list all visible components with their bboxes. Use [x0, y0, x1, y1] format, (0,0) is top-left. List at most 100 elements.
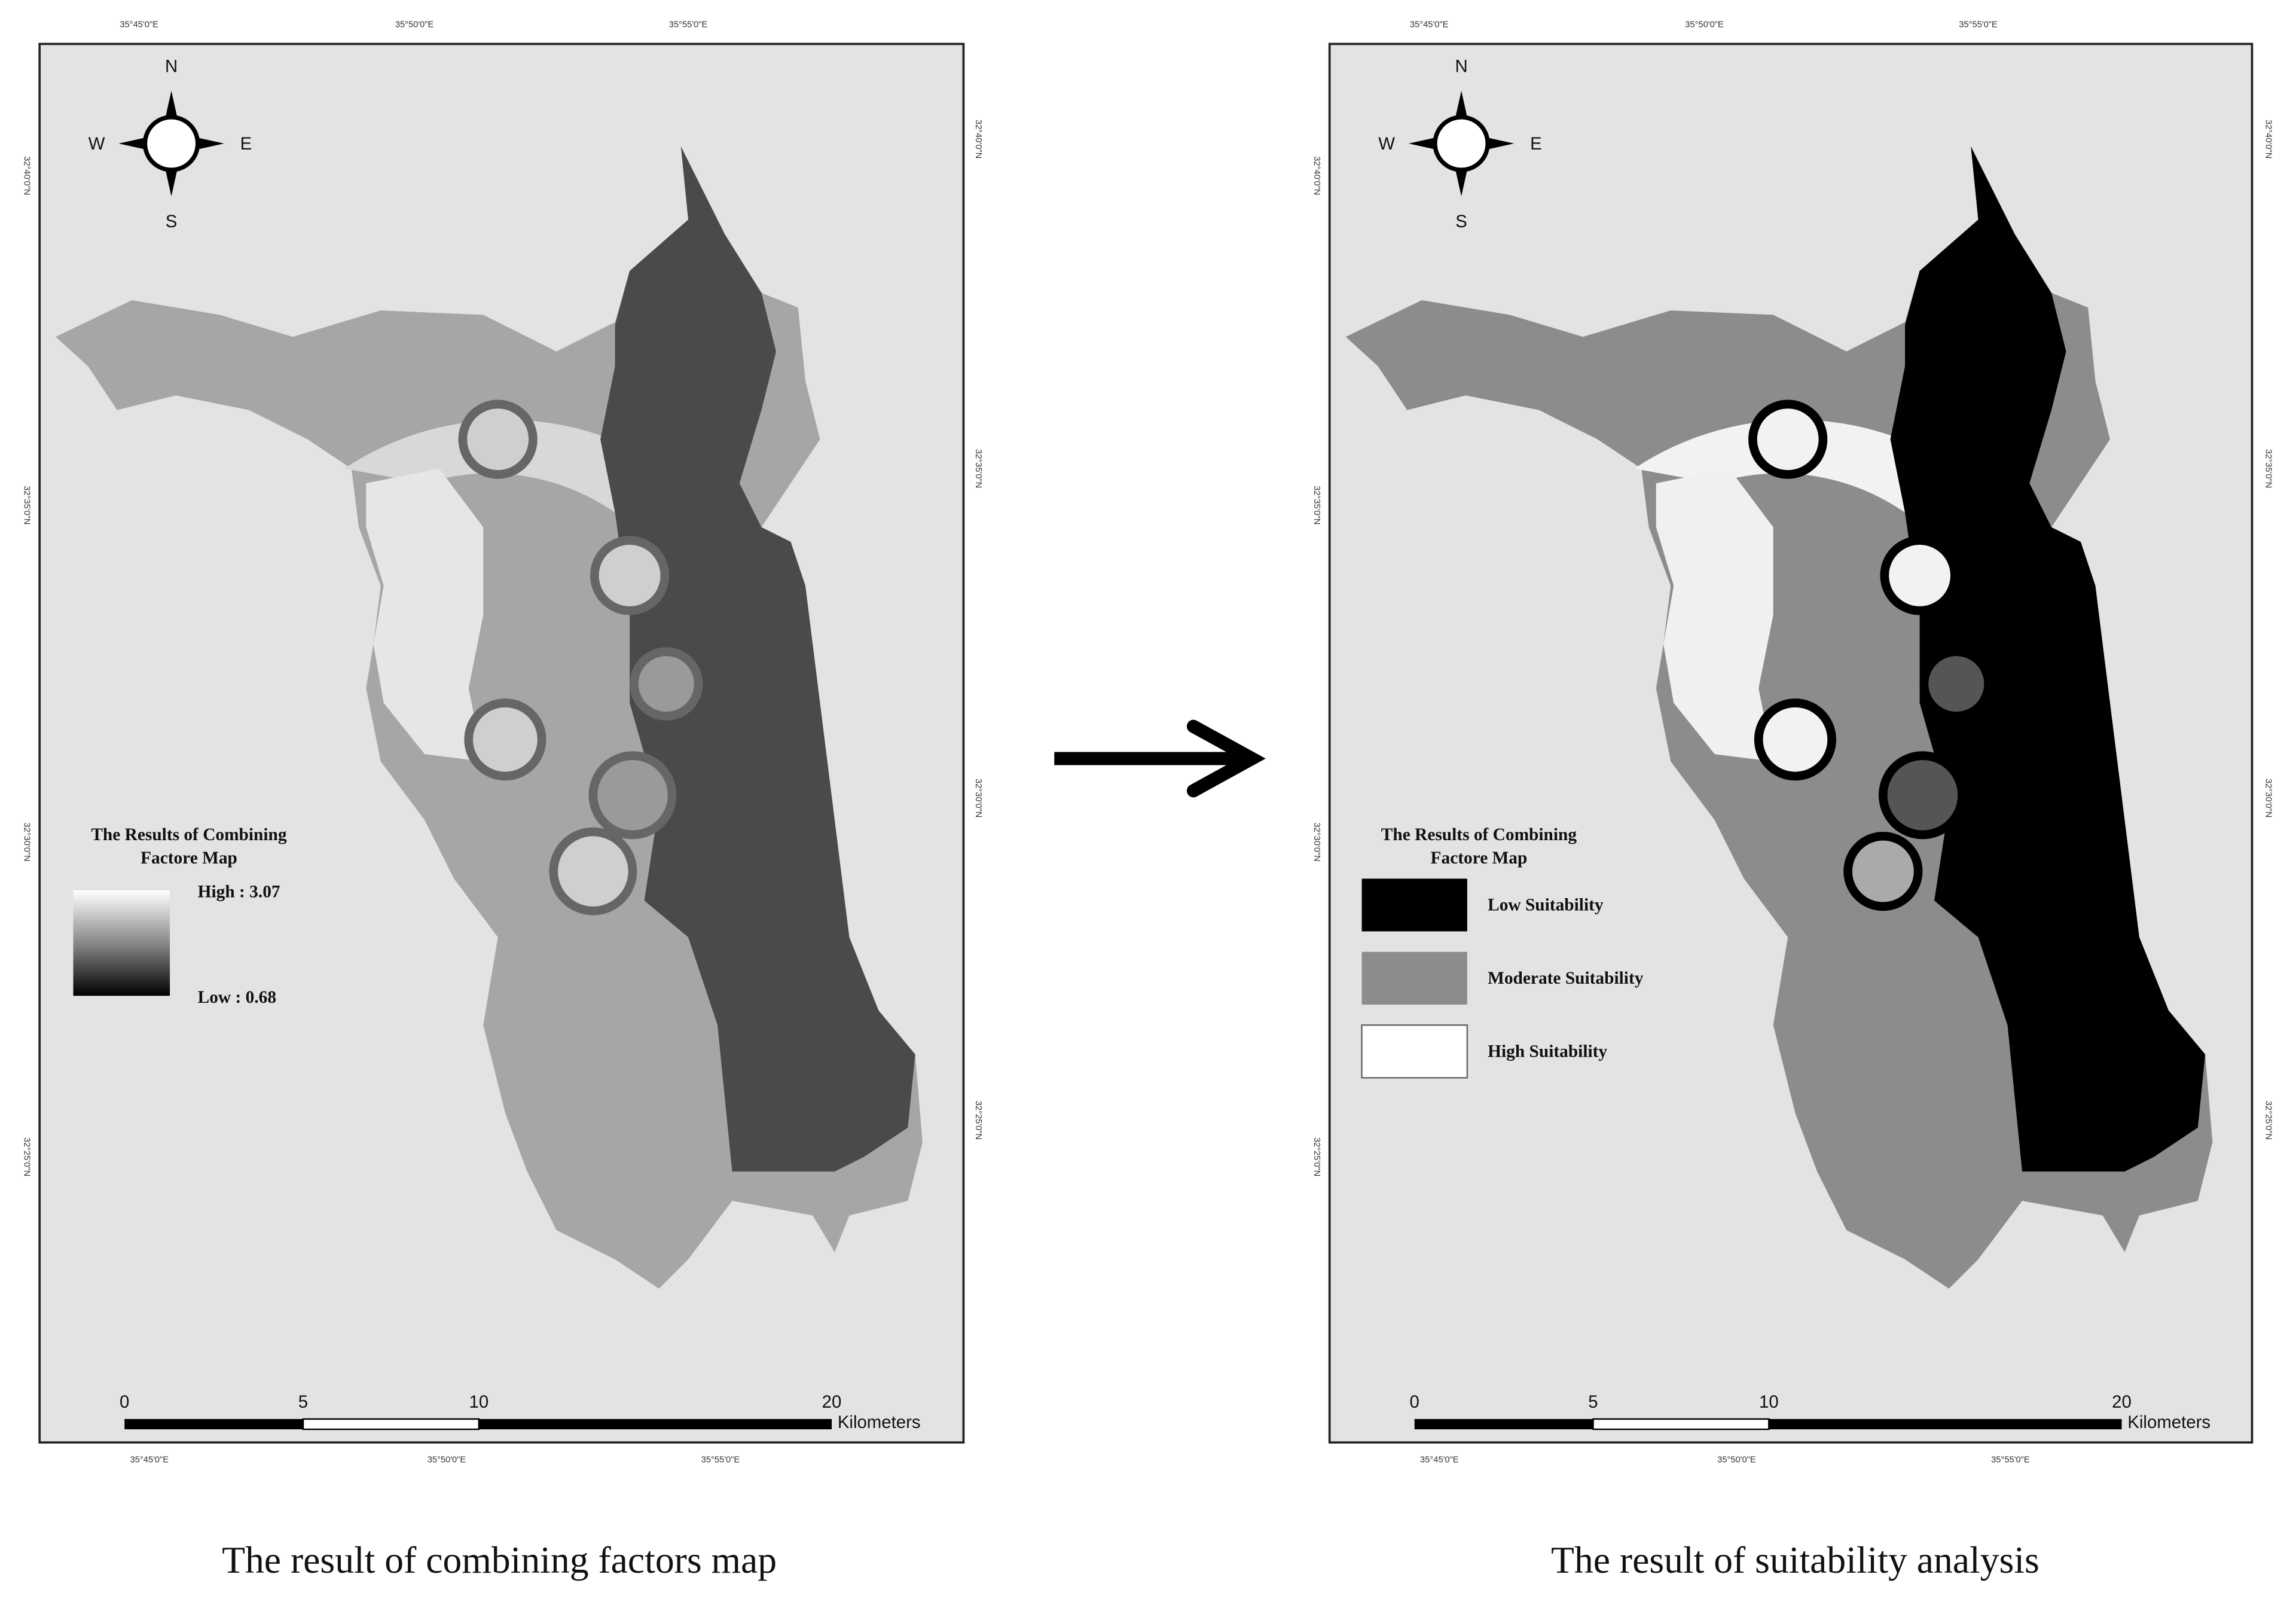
compass-label: E [240, 134, 252, 154]
legend-label: High Suitability [1488, 1042, 1607, 1061]
graticule-label: 32°40'0"N [22, 156, 31, 195]
scale-segment [302, 1418, 480, 1430]
graticule-label: 32°40'0"N [2264, 120, 2273, 158]
compass-label: S [1455, 212, 1467, 231]
map-right [1328, 42, 2254, 1444]
scale-label: 20 [822, 1392, 842, 1412]
buffer [1843, 831, 1923, 911]
buffers [458, 399, 703, 916]
legend-swatch [1361, 1024, 1468, 1079]
legend-title: Factore Map [1431, 849, 1528, 868]
arrow-head [1186, 719, 1266, 798]
graticule-label: 32°30'0"N [2264, 779, 2273, 817]
caption: The result of combining factors map [222, 1539, 777, 1581]
scale-segment [478, 1418, 832, 1430]
scale-label: 0 [1410, 1392, 1419, 1412]
legend-label: Low : 0.68 [198, 988, 276, 1007]
legend-title: Factore Map [141, 849, 237, 868]
graticule-label: 32°25'0"N [22, 1137, 31, 1176]
graticule-label: 32°35'0"N [22, 486, 31, 524]
compass-label: N [165, 56, 178, 76]
legend-label: Moderate Suitability [1488, 969, 1644, 988]
compass-point [1455, 90, 1467, 117]
scale-segment [124, 1418, 303, 1430]
legend-ramp [73, 890, 170, 996]
buffer [1754, 698, 1836, 781]
buffer [464, 698, 546, 781]
buffer [1880, 536, 1959, 615]
graticule-label: 32°35'0"N [973, 449, 983, 488]
compass-point [197, 138, 224, 149]
compass-point [1408, 138, 1435, 149]
compass-label: S [166, 212, 178, 231]
north-arrow: N S W E [1378, 56, 1541, 231]
graticule-label: 35°55'0"E [1991, 1455, 2030, 1464]
legend-swatch [1361, 878, 1467, 932]
graticule-label: 35°50'0"E [428, 1455, 466, 1464]
panel-annotations: 35°45'0"E 35°50'0"E 35°55'0"E 35°45'0"E 35°5… [22, 20, 983, 1582]
graticule-label: 32°40'0"N [973, 120, 983, 158]
legend-title: The Results of Combining [91, 825, 287, 844]
graticule-label: 35°50'0"E [1717, 1455, 1756, 1464]
buffer [630, 647, 703, 721]
graticule-label: 32°30'0"N [1312, 822, 1321, 861]
graticule-label: 35°45'0"E [130, 1455, 169, 1464]
graticule-label: 32°35'0"N [1312, 486, 1321, 524]
buffer [1879, 751, 1967, 840]
scale-label: 10 [469, 1392, 489, 1412]
graticule-label: 32°25'0"N [1312, 1137, 1321, 1176]
graticule-label: 35°45'0"E [120, 20, 158, 30]
scale-segment [1592, 1418, 1770, 1430]
graticule-label: 35°55'0"E [1959, 20, 1998, 30]
buffers [1748, 399, 1993, 911]
graticule-label: 32°35'0"N [2264, 449, 2273, 488]
compass-label: N [1455, 56, 1467, 76]
graticule-label: 32°30'0"N [973, 779, 983, 817]
scale-label: 5 [1588, 1392, 1598, 1412]
scale-label: 20 [2112, 1392, 2132, 1412]
scale-label: 0 [120, 1392, 129, 1412]
buffer [1919, 647, 1993, 721]
graticule-label: 35°55'0"E [701, 1455, 740, 1464]
compass-point [118, 138, 145, 149]
scale-unit: Kilometers [2127, 1412, 2210, 1432]
scale-label: 10 [1759, 1392, 1779, 1412]
scale-unit: Kilometers [838, 1412, 921, 1432]
compass-ring [1433, 115, 1490, 172]
graticule-label: 32°25'0"N [2264, 1101, 2273, 1140]
legend-label: Low Suitability [1488, 896, 1604, 915]
scale-segment [1414, 1418, 1593, 1430]
panel-annotations: 35°45'0"E 35°50'0"E 35°55'0"E 35°45'0"E 35°5… [1312, 20, 2273, 1582]
graticule-label: 32°40'0"N [1312, 156, 1321, 195]
graticule-label: 32°30'0"N [22, 822, 31, 861]
buffer [549, 827, 637, 916]
compass-label: E [1530, 134, 1542, 154]
legend-swatch [1361, 951, 1467, 1005]
arrow [1054, 719, 1266, 798]
graticule-label: 35°55'0"E [669, 20, 708, 30]
compass-point [1455, 170, 1467, 197]
scale-label: 5 [298, 1392, 308, 1412]
scale-segment [1769, 1418, 2122, 1430]
graticule-label: 35°50'0"E [395, 20, 434, 30]
legend-title: The Results of Combining [1381, 825, 1577, 844]
compass-ring [142, 115, 200, 172]
compass-label: W [1378, 134, 1395, 154]
buffer [1748, 399, 1828, 479]
graticule-label: 32°25'0"N [973, 1101, 983, 1140]
compass-label: W [88, 134, 105, 154]
compass-point [165, 90, 178, 117]
buffer [458, 399, 538, 479]
compass-point [1488, 138, 1515, 149]
caption: The result of suitability analysis [1551, 1539, 2039, 1581]
buffer [588, 751, 677, 840]
graticule-label: 35°50'0"E [1685, 20, 1724, 30]
graticule-label: 35°45'0"E [1420, 1455, 1459, 1464]
buffer [590, 536, 670, 615]
map-left [38, 42, 965, 1444]
legend-label: High : 3.07 [198, 883, 280, 902]
compass-point [165, 170, 178, 197]
graticule-label: 35°45'0"E [1410, 20, 1449, 30]
